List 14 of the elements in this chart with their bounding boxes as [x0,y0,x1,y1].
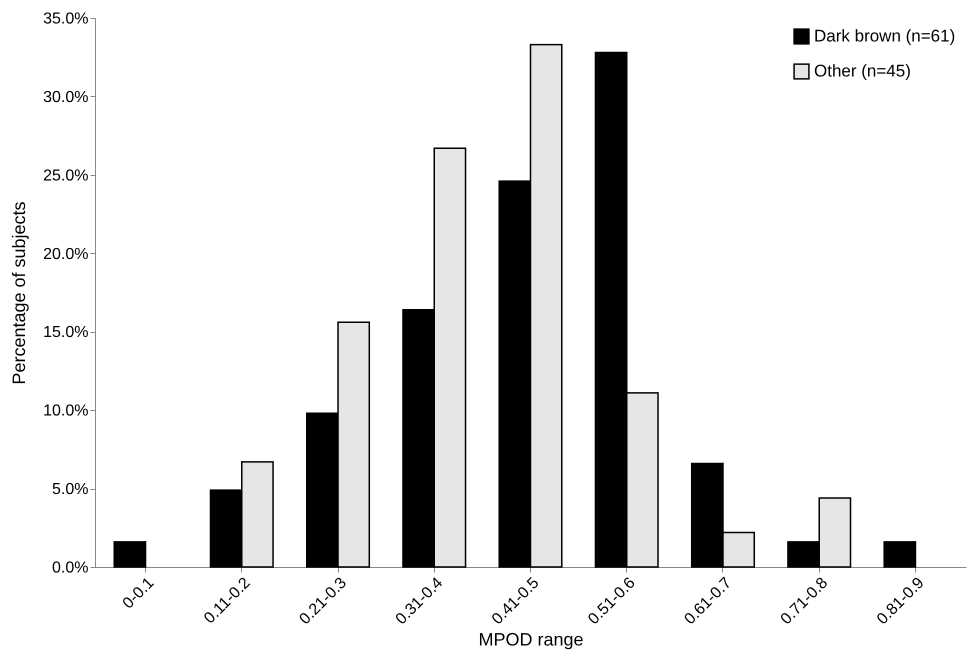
y-tick-label: 35.0% [43,10,88,28]
y-axis-title: Percentage of subjects [9,201,30,385]
y-tick-label: 10.0% [43,402,88,420]
x-axis-title: MPOD range [478,629,584,650]
bar [114,541,146,568]
y-tick-label: 30.0% [43,88,88,106]
y-tick-label: 0.0% [52,560,88,576]
legend-label: Dark brown (n=61) [814,26,956,46]
y-tick-label: 20.0% [43,246,88,263]
legend-label: Other (n=45) [814,62,911,80]
y-tick-label: 5.0% [52,481,88,498]
y-tick-label: 15.0% [43,324,88,342]
bar [883,541,916,568]
y-tick-label: 25.0% [43,167,88,184]
